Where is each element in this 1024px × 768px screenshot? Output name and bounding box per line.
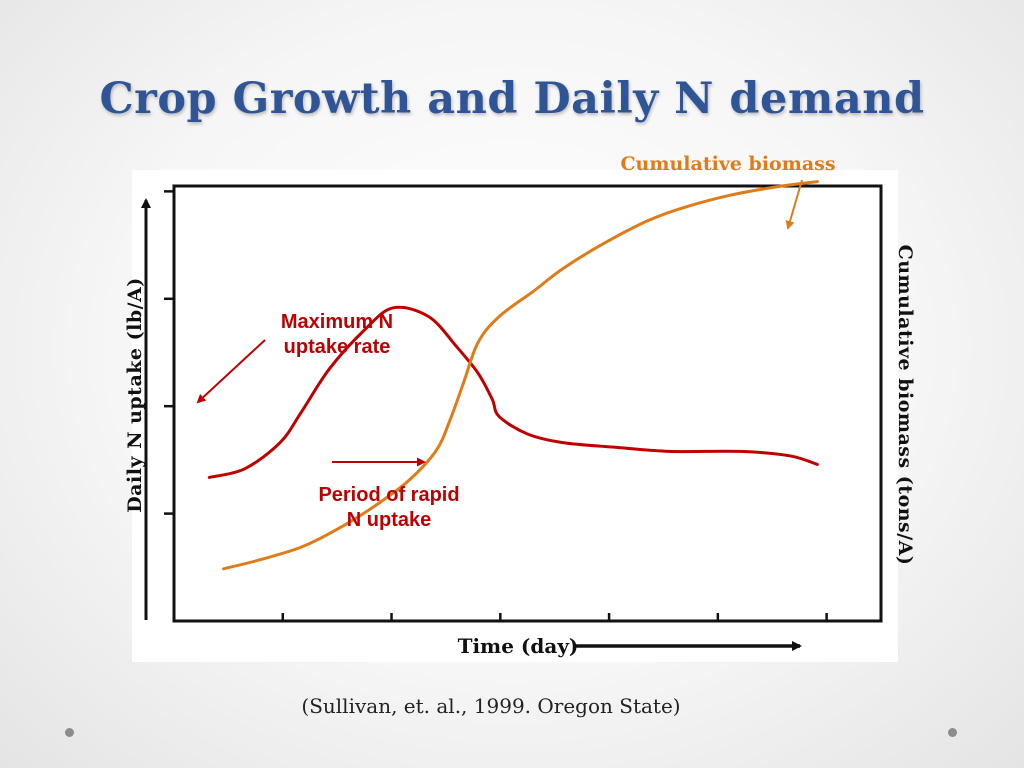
- plot-frame: [172, 184, 883, 623]
- nav-dot-right[interactable]: [948, 728, 957, 737]
- max-uptake-annotation: Maximum N uptake rate: [262, 310, 412, 360]
- max-uptake-arrow: [196, 339, 266, 404]
- rapid-uptake-line1: Period of rapid: [318, 484, 460, 506]
- n-uptake-curve: [207, 305, 819, 479]
- rapid-uptake-line2: N uptake: [346, 509, 432, 531]
- max-uptake-line2: uptake rate: [283, 336, 391, 358]
- y-axis-left-label: Daily N uptake (lb/A): [124, 277, 146, 513]
- biomass-pointer-arrow: [785, 179, 803, 230]
- biomass-curve: [222, 180, 819, 571]
- citation: (Sullivan, et. al., 1999. Oregon State): [301, 694, 681, 718]
- rapid-uptake-annotation: Period of rapid N uptake: [300, 483, 478, 533]
- cumulative-biomass-label: Cumulative biomass: [620, 153, 836, 175]
- chart-svg: [141, 179, 883, 651]
- y-axis-right-label: Cumulative biomass (tons/A): [894, 244, 916, 566]
- slide-title: Crop Growth and Daily N demand: [99, 74, 925, 124]
- max-uptake-line1: Maximum N: [280, 311, 394, 333]
- x-axis-label: Time (day): [457, 634, 579, 658]
- nav-dot-left[interactable]: [65, 728, 74, 737]
- figure-panel: [132, 170, 898, 662]
